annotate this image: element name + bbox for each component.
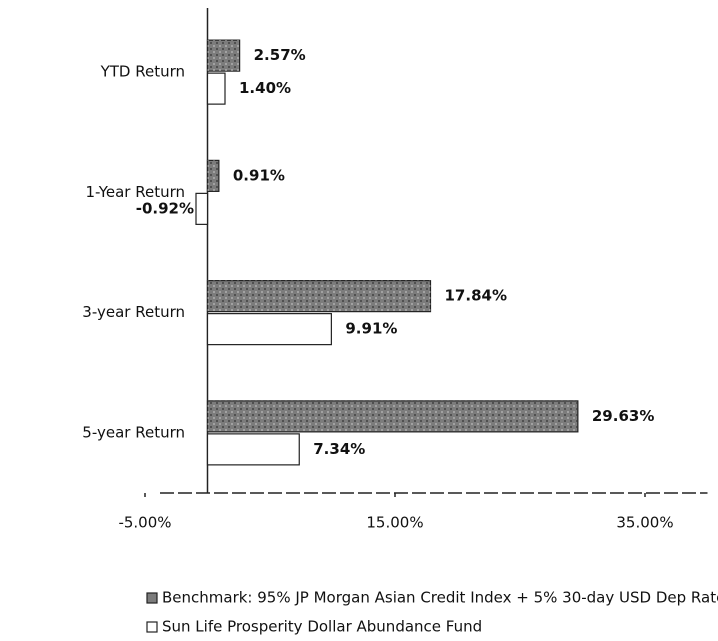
- x-tick-label: 35.00%: [616, 514, 673, 532]
- value-label: 29.63%: [592, 407, 654, 425]
- bar: [195, 192, 209, 225]
- legend-label: Sun Life Prosperity Dollar Abundance Fun…: [162, 618, 482, 636]
- bar-texture: [207, 160, 219, 192]
- value-label: 2.57%: [254, 46, 306, 64]
- category-label: 1-Year Return: [86, 183, 185, 201]
- x-tick-label: -5.00%: [118, 514, 171, 532]
- bar-texture: [207, 400, 578, 432]
- bar-texture: [207, 40, 240, 72]
- category-label: 3-year Return: [82, 303, 185, 321]
- value-label: 0.91%: [233, 166, 285, 184]
- bar-texture: [207, 280, 431, 312]
- legend-label: Benchmark: 95% JP Morgan Asian Credit In…: [162, 589, 718, 607]
- legend-swatch: [146, 621, 158, 633]
- value-label: -0.92%: [136, 199, 194, 217]
- value-label: 9.91%: [345, 320, 397, 338]
- value-label: 7.34%: [313, 440, 365, 458]
- value-label: 1.40%: [239, 79, 291, 97]
- bar: [206, 313, 332, 346]
- bar: [206, 433, 300, 466]
- value-label: 17.84%: [445, 287, 507, 305]
- x-tick-label: 15.00%: [366, 514, 423, 532]
- bar: [206, 72, 226, 105]
- legend-swatch: [146, 592, 158, 604]
- category-label: YTD Return: [100, 63, 185, 81]
- category-label: 5-year Return: [82, 423, 185, 441]
